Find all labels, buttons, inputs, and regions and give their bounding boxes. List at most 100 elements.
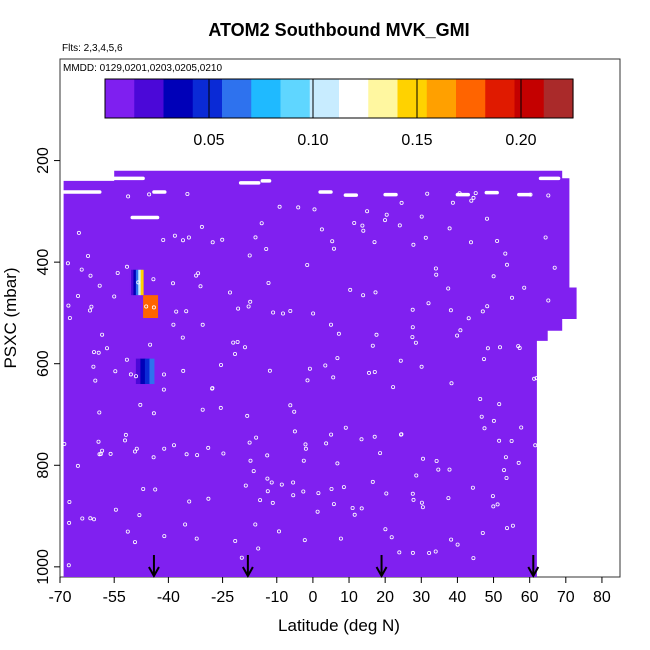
sample-point [123,432,128,437]
sample-point [112,294,117,299]
sample-point [253,522,258,527]
colorbar-cell [134,79,165,118]
sample-point [124,357,129,362]
chart-title: ATOM2 Southbound MVK_GMI [208,20,469,40]
y-tick-label: 600 [35,350,52,377]
sample-point [373,290,378,295]
sample-point [426,301,431,306]
sample-point [254,435,259,440]
sample-point [410,307,415,312]
sample-point [516,344,521,349]
x-tick-label: 80 [593,589,611,606]
sample-point [184,452,189,457]
colorbar-cell [339,79,369,118]
sample-point [302,538,307,543]
heat-cell [135,358,141,385]
sample-point [67,499,72,504]
sample-point [196,271,201,276]
sample-point [546,298,551,303]
sample-point [133,374,138,379]
sample-point [80,516,85,521]
sample-point [495,238,500,243]
sample-point [66,303,71,308]
sample-point [194,273,199,278]
sample-point [264,246,269,251]
sample-point [468,240,473,245]
sample-point [292,409,297,414]
sample-point [206,496,211,501]
sample-point [151,277,156,282]
colorbar-cell [368,79,399,118]
sample-point [126,194,131,199]
sample-point [556,454,561,459]
heat-cell [140,358,146,385]
sample-point [210,240,215,245]
sample-point [503,455,508,460]
x-tick-label: 50 [485,589,503,606]
sample-point [446,286,451,291]
sample-point [265,453,270,458]
sample-point [277,204,282,209]
sample-point [259,221,264,226]
sample-point [420,505,425,510]
sample-point [239,555,244,560]
sample-point [271,310,276,315]
sample-point [147,192,152,197]
sample-point [291,493,296,498]
sample-point [305,262,310,267]
sample-point [186,235,191,240]
sample-point [105,346,110,351]
sample-point [331,502,336,507]
flight-arrow-head [375,566,388,579]
heat-cell [133,269,137,296]
sample-point [350,505,355,510]
sample-point [343,425,348,430]
sample-point [183,522,188,527]
colorbar-cell [105,79,135,118]
colorbar-ticks: 0.05 0.10 0.15 0.20 [193,79,537,149]
sample-point [288,403,293,408]
sample-point [128,372,133,377]
sample-point [248,458,253,463]
sample-point [136,280,141,285]
sample-point [546,552,551,557]
sample-point [233,539,238,544]
sample-point [181,368,186,373]
sample-point [218,362,223,367]
sample-point [384,491,389,496]
sample-point [378,451,383,456]
sample-point [450,200,455,205]
sample-point [558,452,563,457]
sample-point [243,483,248,488]
sample-point [138,402,143,407]
heat-cell [128,269,132,296]
sample-point [218,405,223,410]
sample-point [170,281,175,286]
sample-point [316,491,321,496]
sample-point [458,328,463,333]
sample-point [446,496,451,501]
sample-point [546,369,551,374]
sample-point [352,220,357,225]
sample-points [61,176,563,568]
sample-point [553,424,558,429]
y-tick-label: 1000 [35,549,52,585]
sample-point [360,223,365,228]
sample-point [336,331,341,336]
sample-point [374,332,379,337]
sample-point [479,414,484,419]
sample-point [108,451,113,456]
sample-point [533,443,538,448]
sample-point [93,378,98,383]
sample-point [132,540,137,545]
sample-point [75,463,80,468]
sample-point [436,467,441,472]
colorbar-cell [222,79,252,118]
sample-point [497,345,502,350]
colorbar-cell [251,79,282,118]
sample-point [88,273,93,278]
colorbar: 0.05 0.10 0.15 0.20 [104,78,574,149]
sample-point [370,343,375,348]
sample-point [389,535,394,540]
